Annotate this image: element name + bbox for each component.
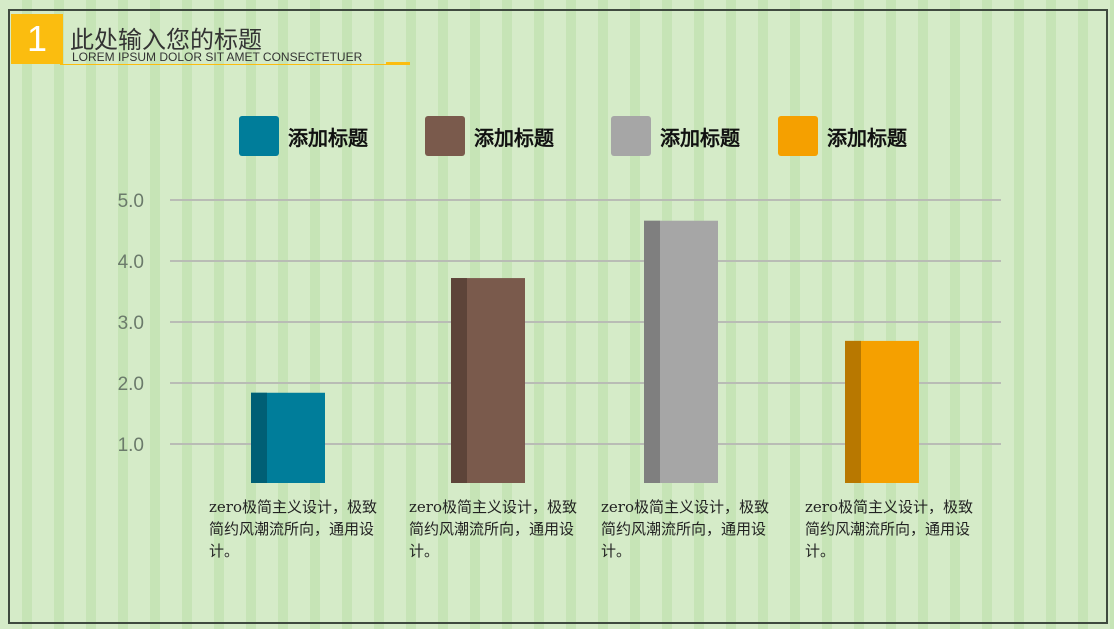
- legend-item: 添加标题: [425, 116, 554, 156]
- legend-swatch: [778, 116, 818, 156]
- bar-caption: zero极简主义设计，极致简约风潮流所向，通用设计。: [601, 498, 769, 560]
- y-tick-label: 3.0: [118, 313, 144, 334]
- bar-side: [451, 278, 467, 483]
- page-title: 此处输入您的标题: [70, 26, 262, 54]
- legend-label: 添加标题: [474, 125, 554, 150]
- bar-side: [845, 340, 861, 483]
- bar-caption: zero极简主义设计，极致简约风潮流所向，通用设计。: [805, 498, 973, 560]
- legend-item: 添加标题: [778, 116, 907, 156]
- legend-swatch: [611, 116, 651, 156]
- y-tick-label: 1.0: [118, 435, 144, 456]
- legend-label: 添加标题: [288, 125, 368, 150]
- y-tick-label: 5.0: [118, 191, 144, 212]
- legend-label: 添加标题: [827, 125, 907, 150]
- chart-legend: 添加标题 添加标题 添加标题 添加标题: [0, 116, 1114, 156]
- bar-side: [644, 220, 660, 484]
- legend-label: 添加标题: [660, 125, 740, 150]
- legend-swatch: [425, 116, 465, 156]
- y-tick-label: 2.0: [118, 374, 144, 395]
- bar-caption: zero极简主义设计，极致简约风潮流所向，通用设计。: [409, 498, 577, 560]
- slide-frame: [8, 9, 1108, 624]
- page-subtitle: LOREM IPSUM DOLOR SIT AMET CONSECTETUER: [72, 50, 363, 64]
- y-tick-label: 4.0: [118, 252, 144, 273]
- title-underline-accent: [386, 62, 410, 65]
- legend-swatch: [239, 116, 279, 156]
- bar-caption: zero极简主义设计，极致简约风潮流所向，通用设计。: [209, 498, 377, 560]
- title-underline: [60, 64, 410, 65]
- legend-item: 添加标题: [239, 116, 368, 156]
- bar-side: [251, 392, 267, 483]
- legend-item: 添加标题: [611, 116, 740, 156]
- section-number: 1: [11, 14, 63, 64]
